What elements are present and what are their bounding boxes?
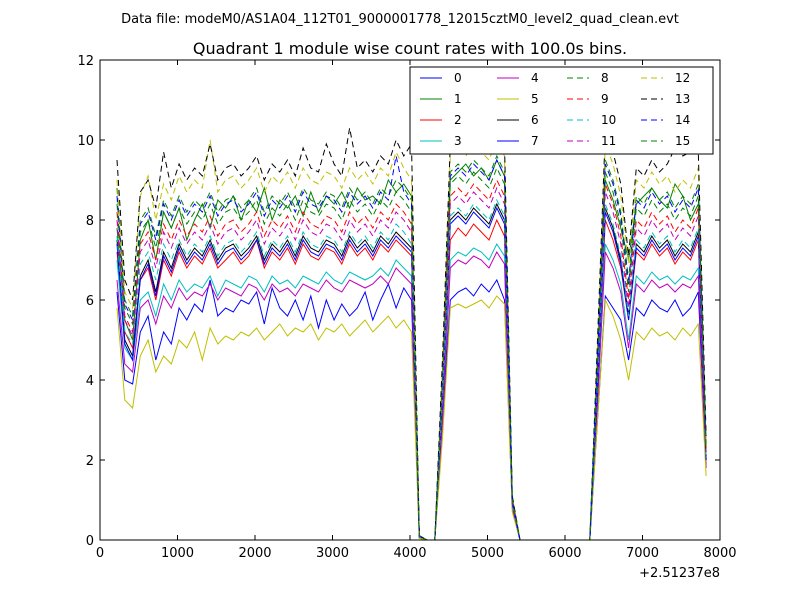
x-tick-label: 3000	[316, 546, 349, 561]
series-line-14	[116, 155, 707, 540]
x-tick-label: 4000	[393, 546, 426, 561]
legend-label-12: 12	[675, 71, 690, 85]
x-tick-label: 0	[96, 546, 104, 561]
legend-label-8: 8	[601, 71, 609, 85]
legend-label-2: 2	[454, 113, 462, 127]
legend-label-9: 9	[601, 92, 609, 106]
series-line-9	[116, 178, 707, 540]
x-tick-label: 2000	[238, 546, 271, 561]
legend-label-15: 15	[675, 134, 690, 148]
legend-frame	[409, 66, 714, 155]
y-tick-label: 10	[77, 134, 94, 149]
y-tick-label: 8	[86, 214, 94, 229]
legend-label-13: 13	[675, 92, 690, 106]
legend-label-3: 3	[454, 134, 462, 148]
series-line-3	[116, 242, 707, 540]
series-line-0	[116, 278, 707, 540]
figure-suptitle: Data file: modeM0/AS1A04_112T01_90000017…	[121, 12, 679, 27]
y-tick-label: 0	[86, 534, 94, 549]
series-line-5	[116, 295, 707, 540]
series-line-11	[116, 186, 707, 540]
y-tick-label: 2	[86, 454, 94, 469]
x-tick-label: 6000	[548, 546, 581, 561]
series-line-1	[116, 158, 707, 540]
legend-label-0: 0	[454, 71, 462, 85]
x-axis: 0 1000 2000 3000 4000 5000 6000 7000 8000	[96, 60, 737, 561]
legend-label-10: 10	[601, 113, 616, 127]
series-layer	[116, 103, 707, 540]
y-tick-label: 12	[77, 54, 94, 69]
x-tick-label: 1000	[161, 546, 194, 561]
legend-label-6: 6	[531, 113, 539, 127]
x-tick-label: 8000	[703, 546, 736, 561]
series-line-4	[116, 250, 707, 540]
legend-label-14: 14	[675, 113, 690, 127]
x-axis-offset-label: +2.51237e8	[639, 566, 720, 581]
legend-label-11: 11	[601, 134, 616, 148]
x-tick-label: 7000	[626, 546, 659, 561]
y-tick-label: 4	[86, 374, 94, 389]
legend-label-4: 4	[531, 71, 539, 85]
legend-label-5: 5	[531, 92, 539, 106]
series-line-10	[116, 198, 707, 540]
x-tick-label: 5000	[471, 546, 504, 561]
chart-title: Quadrant 1 module wise count rates with …	[193, 39, 627, 58]
y-tick-label: 6	[86, 294, 94, 309]
legend-label-1: 1	[454, 92, 462, 106]
series-line-15	[116, 166, 707, 540]
series-line-13	[116, 103, 707, 540]
legend-label-7: 7	[531, 134, 539, 148]
